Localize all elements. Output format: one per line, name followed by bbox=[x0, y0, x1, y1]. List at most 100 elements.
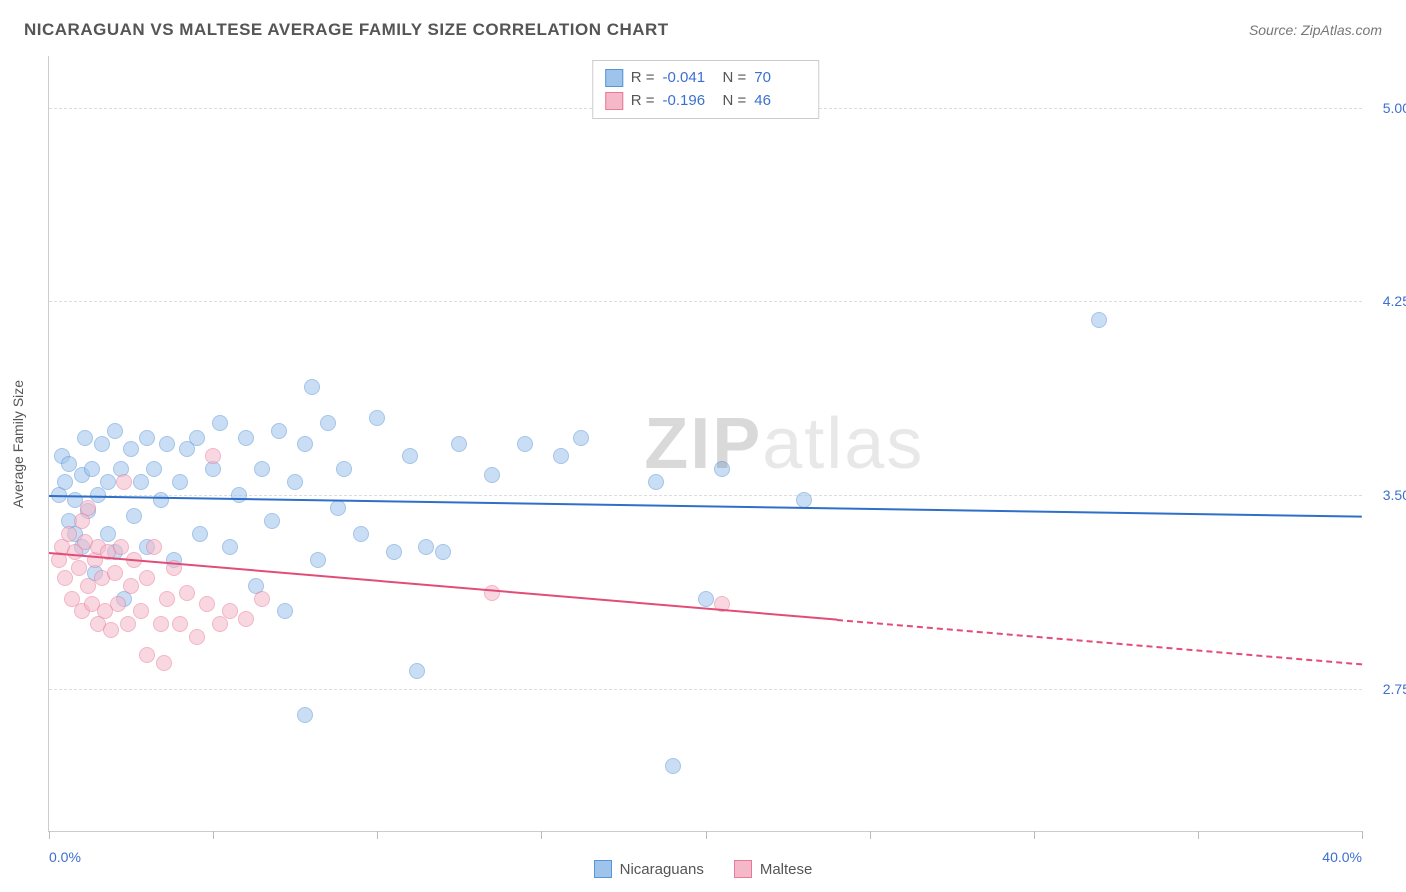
gridline bbox=[49, 689, 1362, 690]
data-point bbox=[231, 487, 247, 503]
chart-title: NICARAGUAN VS MALTESE AVERAGE FAMILY SIZ… bbox=[24, 20, 669, 40]
data-point bbox=[205, 448, 221, 464]
y-tick-label: 3.50 bbox=[1366, 487, 1406, 503]
data-point bbox=[353, 526, 369, 542]
data-point bbox=[418, 539, 434, 555]
data-point bbox=[310, 552, 326, 568]
data-point bbox=[133, 603, 149, 619]
data-point bbox=[254, 461, 270, 477]
data-point bbox=[222, 539, 238, 555]
data-point bbox=[238, 430, 254, 446]
x-tick bbox=[1362, 831, 1363, 839]
data-point bbox=[264, 513, 280, 529]
data-point bbox=[714, 461, 730, 477]
data-point bbox=[698, 591, 714, 607]
legend-r-value: -0.196 bbox=[663, 90, 715, 113]
legend-n-value: 70 bbox=[754, 67, 806, 90]
data-point bbox=[126, 508, 142, 524]
gridline bbox=[49, 301, 1362, 302]
legend-swatch bbox=[734, 860, 752, 878]
data-point bbox=[133, 474, 149, 490]
legend-row: R = -0.196 N = 46 bbox=[605, 90, 807, 113]
y-tick-label: 4.25 bbox=[1366, 293, 1406, 309]
trendline-extrapolated bbox=[837, 619, 1362, 665]
data-point bbox=[179, 585, 195, 601]
data-point bbox=[110, 596, 126, 612]
legend-n-label: N = bbox=[723, 90, 747, 113]
series-legend-item: Maltese bbox=[734, 860, 813, 878]
data-point bbox=[222, 603, 238, 619]
data-point bbox=[153, 492, 169, 508]
data-point bbox=[189, 629, 205, 645]
data-point bbox=[573, 430, 589, 446]
legend-r-label: R = bbox=[631, 90, 655, 113]
data-point bbox=[153, 616, 169, 632]
data-point bbox=[159, 436, 175, 452]
watermark: ZIPatlas bbox=[644, 403, 924, 485]
data-point bbox=[120, 616, 136, 632]
data-point bbox=[648, 474, 664, 490]
correlation-legend: R = -0.041 N = 70 R = -0.196 N = 46 bbox=[592, 60, 820, 119]
chart-source: Source: ZipAtlas.com bbox=[1249, 22, 1382, 38]
data-point bbox=[320, 415, 336, 431]
data-point bbox=[139, 570, 155, 586]
data-point bbox=[156, 655, 172, 671]
data-point bbox=[77, 430, 93, 446]
data-point bbox=[80, 500, 96, 516]
data-point bbox=[189, 430, 205, 446]
data-point bbox=[146, 539, 162, 555]
data-point bbox=[139, 647, 155, 663]
legend-r-label: R = bbox=[631, 67, 655, 90]
data-point bbox=[1091, 312, 1107, 328]
data-point bbox=[254, 591, 270, 607]
series-legend-item: Nicaraguans bbox=[594, 860, 704, 878]
x-tick bbox=[49, 831, 50, 839]
data-point bbox=[116, 474, 132, 490]
data-point bbox=[57, 474, 73, 490]
trendline bbox=[49, 552, 837, 621]
legend-swatch bbox=[594, 860, 612, 878]
data-point bbox=[107, 565, 123, 581]
data-point bbox=[484, 585, 500, 601]
data-point bbox=[61, 526, 77, 542]
data-point bbox=[159, 591, 175, 607]
data-point bbox=[386, 544, 402, 560]
legend-r-value: -0.041 bbox=[663, 67, 715, 90]
trendline bbox=[49, 495, 1362, 518]
y-axis-label: Average Family Size bbox=[10, 380, 26, 508]
data-point bbox=[287, 474, 303, 490]
data-point bbox=[297, 436, 313, 452]
x-tick bbox=[541, 831, 542, 839]
data-point bbox=[435, 544, 451, 560]
legend-n-value: 46 bbox=[754, 90, 806, 113]
data-point bbox=[192, 526, 208, 542]
data-point bbox=[330, 500, 346, 516]
x-tick bbox=[213, 831, 214, 839]
legend-n-label: N = bbox=[723, 67, 747, 90]
x-tick bbox=[1198, 831, 1199, 839]
legend-row: R = -0.041 N = 70 bbox=[605, 67, 807, 90]
data-point bbox=[484, 467, 500, 483]
data-point bbox=[113, 539, 129, 555]
data-point bbox=[123, 441, 139, 457]
data-point bbox=[277, 603, 293, 619]
data-point bbox=[517, 436, 533, 452]
x-tick bbox=[870, 831, 871, 839]
data-point bbox=[123, 578, 139, 594]
series-name: Maltese bbox=[760, 861, 813, 878]
data-point bbox=[71, 560, 87, 576]
data-point bbox=[107, 423, 123, 439]
data-point bbox=[238, 611, 254, 627]
data-point bbox=[94, 436, 110, 452]
data-point bbox=[369, 410, 385, 426]
y-tick-label: 2.75 bbox=[1366, 681, 1406, 697]
data-point bbox=[665, 758, 681, 774]
data-point bbox=[172, 474, 188, 490]
data-point bbox=[212, 415, 228, 431]
x-tick bbox=[377, 831, 378, 839]
y-tick-label: 5.00 bbox=[1366, 100, 1406, 116]
data-point bbox=[271, 423, 287, 439]
x-tick bbox=[706, 831, 707, 839]
legend-swatch bbox=[605, 69, 623, 87]
series-name: Nicaraguans bbox=[620, 861, 704, 878]
